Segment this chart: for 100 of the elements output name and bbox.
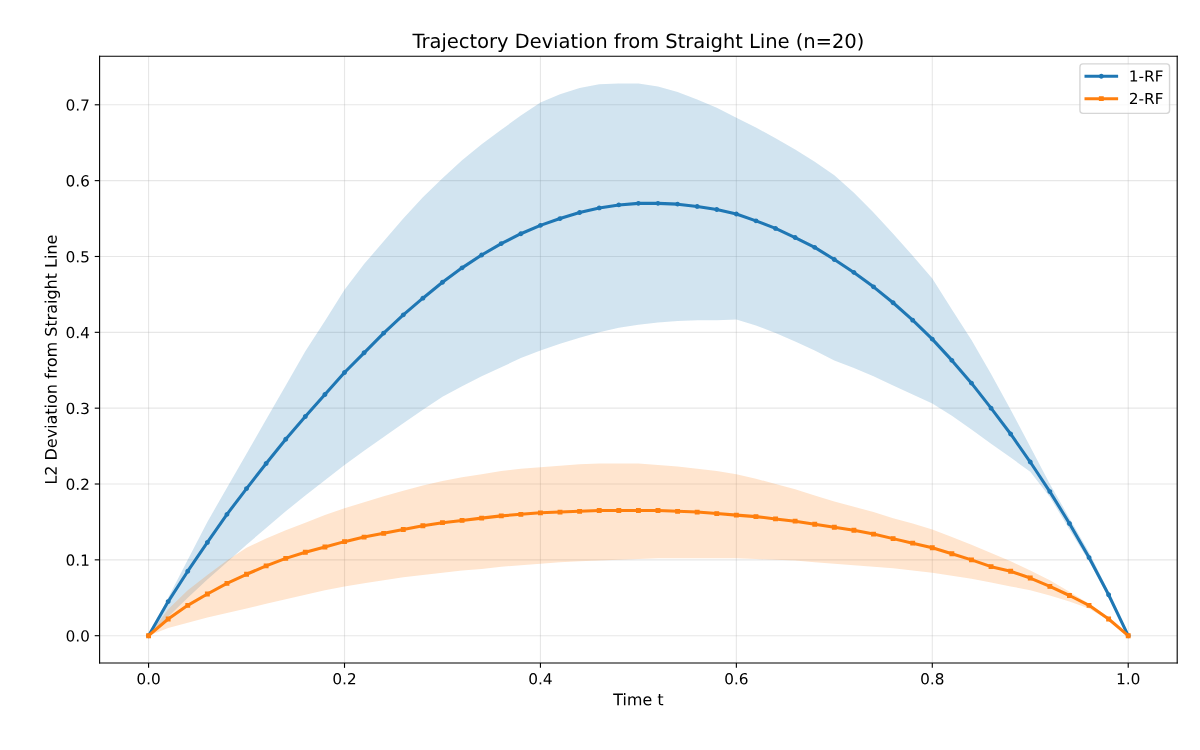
point: [831, 257, 837, 262]
x-tick-label: 1.0: [1117, 672, 1140, 685]
point: [302, 549, 308, 555]
point: [675, 508, 681, 514]
point: [988, 405, 994, 411]
point: [263, 461, 269, 466]
point: [1086, 555, 1092, 561]
y-axis-title: L2 Deviation from Straight Line: [44, 235, 61, 484]
point: [538, 222, 543, 228]
x-axis-title: Time t: [613, 693, 664, 706]
point: [773, 516, 778, 522]
point: [204, 539, 210, 545]
y-tick-label: 0.0: [66, 630, 89, 642]
point: [792, 518, 798, 524]
point: [381, 330, 387, 336]
point: [871, 531, 876, 537]
point: [400, 312, 406, 318]
point: [283, 555, 289, 561]
point: [675, 201, 681, 207]
point: [1008, 431, 1014, 437]
point: [694, 509, 700, 515]
point: [851, 269, 857, 275]
point: [635, 200, 641, 206]
point: [498, 513, 504, 519]
point: [714, 207, 720, 212]
point: [165, 599, 171, 604]
point: [1027, 575, 1033, 581]
point: [812, 244, 818, 250]
point: [910, 540, 916, 546]
point: [538, 510, 543, 516]
point: [929, 545, 935, 551]
point: [361, 350, 367, 356]
point: [1067, 593, 1072, 598]
point: [616, 508, 622, 513]
y-tick-label: 0.6: [66, 175, 89, 187]
point: [577, 210, 583, 215]
y-tick-label: 0.2: [66, 478, 89, 491]
point: [871, 284, 876, 290]
point: [851, 527, 857, 533]
point: [361, 534, 367, 540]
point: [459, 265, 465, 271]
point: [890, 300, 896, 306]
point: [635, 508, 641, 513]
point: [655, 508, 661, 513]
point: [459, 517, 465, 523]
point: [322, 392, 328, 397]
point: [518, 511, 524, 517]
point: [224, 580, 230, 586]
point: [420, 523, 426, 529]
point: [557, 509, 563, 515]
point: [792, 235, 798, 240]
point: [479, 252, 485, 258]
point: [204, 591, 210, 597]
point: [910, 317, 916, 323]
point: [224, 511, 230, 517]
point: [577, 508, 583, 514]
point: [773, 225, 778, 231]
x-tick-label: 0.0: [137, 672, 160, 685]
point: [929, 336, 935, 342]
point: [831, 524, 837, 530]
point: [1047, 489, 1053, 495]
point: [1106, 592, 1112, 598]
point: [694, 203, 700, 209]
point: [165, 616, 171, 622]
point: [1008, 568, 1014, 574]
y-tick-label: 0.1: [66, 554, 89, 566]
point: [812, 521, 818, 527]
x-tick-label: 0.8: [921, 672, 944, 685]
point: [498, 241, 504, 247]
point: [949, 551, 955, 557]
point: [322, 544, 328, 550]
point: [753, 514, 759, 520]
point: [969, 557, 974, 563]
point: [1086, 602, 1092, 608]
point: [949, 357, 955, 363]
point: [616, 202, 622, 208]
x-tick-label: 0.6: [725, 672, 748, 685]
y-tick-label: 0.5: [66, 250, 89, 263]
point: [733, 512, 739, 518]
point: [302, 414, 308, 419]
point: [185, 568, 191, 574]
point: [185, 602, 191, 608]
point: [1047, 583, 1053, 589]
point: [596, 508, 602, 513]
legend-label: 1-RF: [1130, 70, 1163, 82]
point: [381, 530, 387, 536]
point: [655, 200, 661, 206]
chart-title: Trajectory Deviation from Straight Line (n=20): [412, 33, 863, 52]
point: [342, 539, 347, 545]
point: [596, 205, 602, 211]
point: [263, 563, 269, 569]
point: [479, 515, 485, 521]
point: [440, 279, 445, 285]
point: [969, 380, 974, 386]
point: [1106, 616, 1112, 622]
point: [988, 564, 994, 570]
point: [342, 370, 347, 375]
point: [400, 527, 406, 532]
point: [244, 486, 249, 491]
point: [1067, 521, 1072, 526]
